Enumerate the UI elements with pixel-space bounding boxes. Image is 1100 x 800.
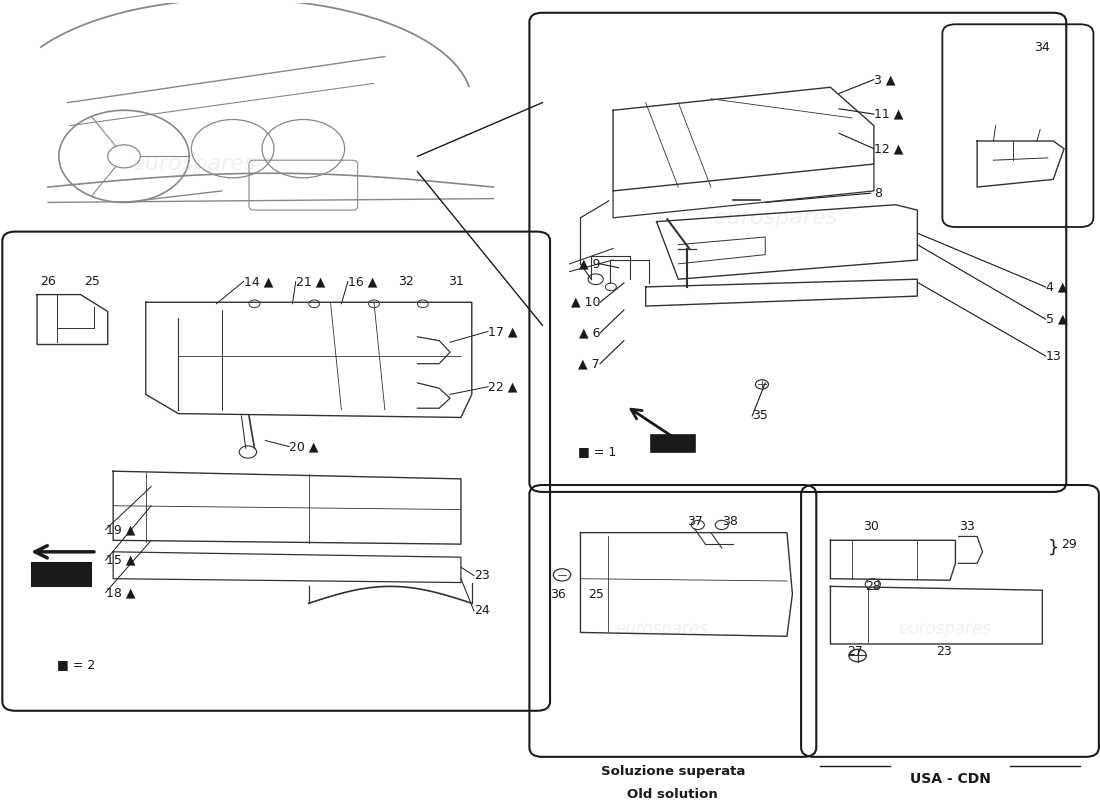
Text: 19 ▲: 19 ▲ <box>106 523 135 536</box>
Text: 25: 25 <box>588 587 604 601</box>
Text: 26: 26 <box>41 275 56 288</box>
Text: USA - CDN: USA - CDN <box>910 772 990 786</box>
Bar <box>651 435 694 452</box>
Text: 12 ▲: 12 ▲ <box>873 142 903 155</box>
Text: 34: 34 <box>1034 41 1050 54</box>
Text: ▲ 10: ▲ 10 <box>571 296 600 309</box>
Text: 38: 38 <box>722 514 738 528</box>
Text: Soluzione superata: Soluzione superata <box>601 765 745 778</box>
Text: 23: 23 <box>936 645 952 658</box>
Text: 20 ▲: 20 ▲ <box>289 440 319 453</box>
Text: 31: 31 <box>448 275 463 288</box>
Text: 35: 35 <box>752 410 768 422</box>
Text: 25: 25 <box>84 275 100 288</box>
Text: 23: 23 <box>474 569 490 582</box>
Text: 3 ▲: 3 ▲ <box>873 73 895 86</box>
Text: eurospares: eurospares <box>714 208 838 228</box>
Text: 36: 36 <box>550 587 565 601</box>
Text: 28: 28 <box>866 580 881 593</box>
Text: 11 ▲: 11 ▲ <box>873 108 903 121</box>
Text: 27: 27 <box>847 645 862 658</box>
Text: ▲ 7: ▲ 7 <box>579 357 600 370</box>
Text: 32: 32 <box>398 275 414 288</box>
Text: 24: 24 <box>474 605 490 618</box>
Text: Old solution: Old solution <box>627 787 718 800</box>
Text: 33: 33 <box>959 520 975 533</box>
Text: 4 ▲: 4 ▲ <box>1046 280 1067 294</box>
Text: 30: 30 <box>864 520 879 533</box>
Text: 29: 29 <box>1060 538 1077 550</box>
Text: 22 ▲: 22 ▲ <box>488 380 517 394</box>
Text: 8: 8 <box>873 186 882 200</box>
Text: 18 ▲: 18 ▲ <box>106 586 135 599</box>
Text: ■ = 2: ■ = 2 <box>56 658 95 671</box>
Text: }: } <box>1048 539 1059 557</box>
Text: 13: 13 <box>1046 350 1062 362</box>
Text: 37: 37 <box>688 514 703 528</box>
Bar <box>32 563 91 586</box>
Text: 14 ▲: 14 ▲ <box>243 275 273 288</box>
Text: ▲ 6: ▲ 6 <box>579 326 600 339</box>
Text: 5 ▲: 5 ▲ <box>1046 313 1067 326</box>
Text: eurospares: eurospares <box>898 620 991 638</box>
Text: 17 ▲: 17 ▲ <box>488 325 518 338</box>
Text: 16 ▲: 16 ▲ <box>348 275 377 288</box>
Text: ▲ 9: ▲ 9 <box>579 258 600 270</box>
Text: eurospares: eurospares <box>132 154 257 174</box>
Text: 21 ▲: 21 ▲ <box>296 275 326 288</box>
Text: eurospares: eurospares <box>616 620 708 638</box>
Text: ■ = 1: ■ = 1 <box>579 446 616 458</box>
Text: 15 ▲: 15 ▲ <box>106 554 135 566</box>
